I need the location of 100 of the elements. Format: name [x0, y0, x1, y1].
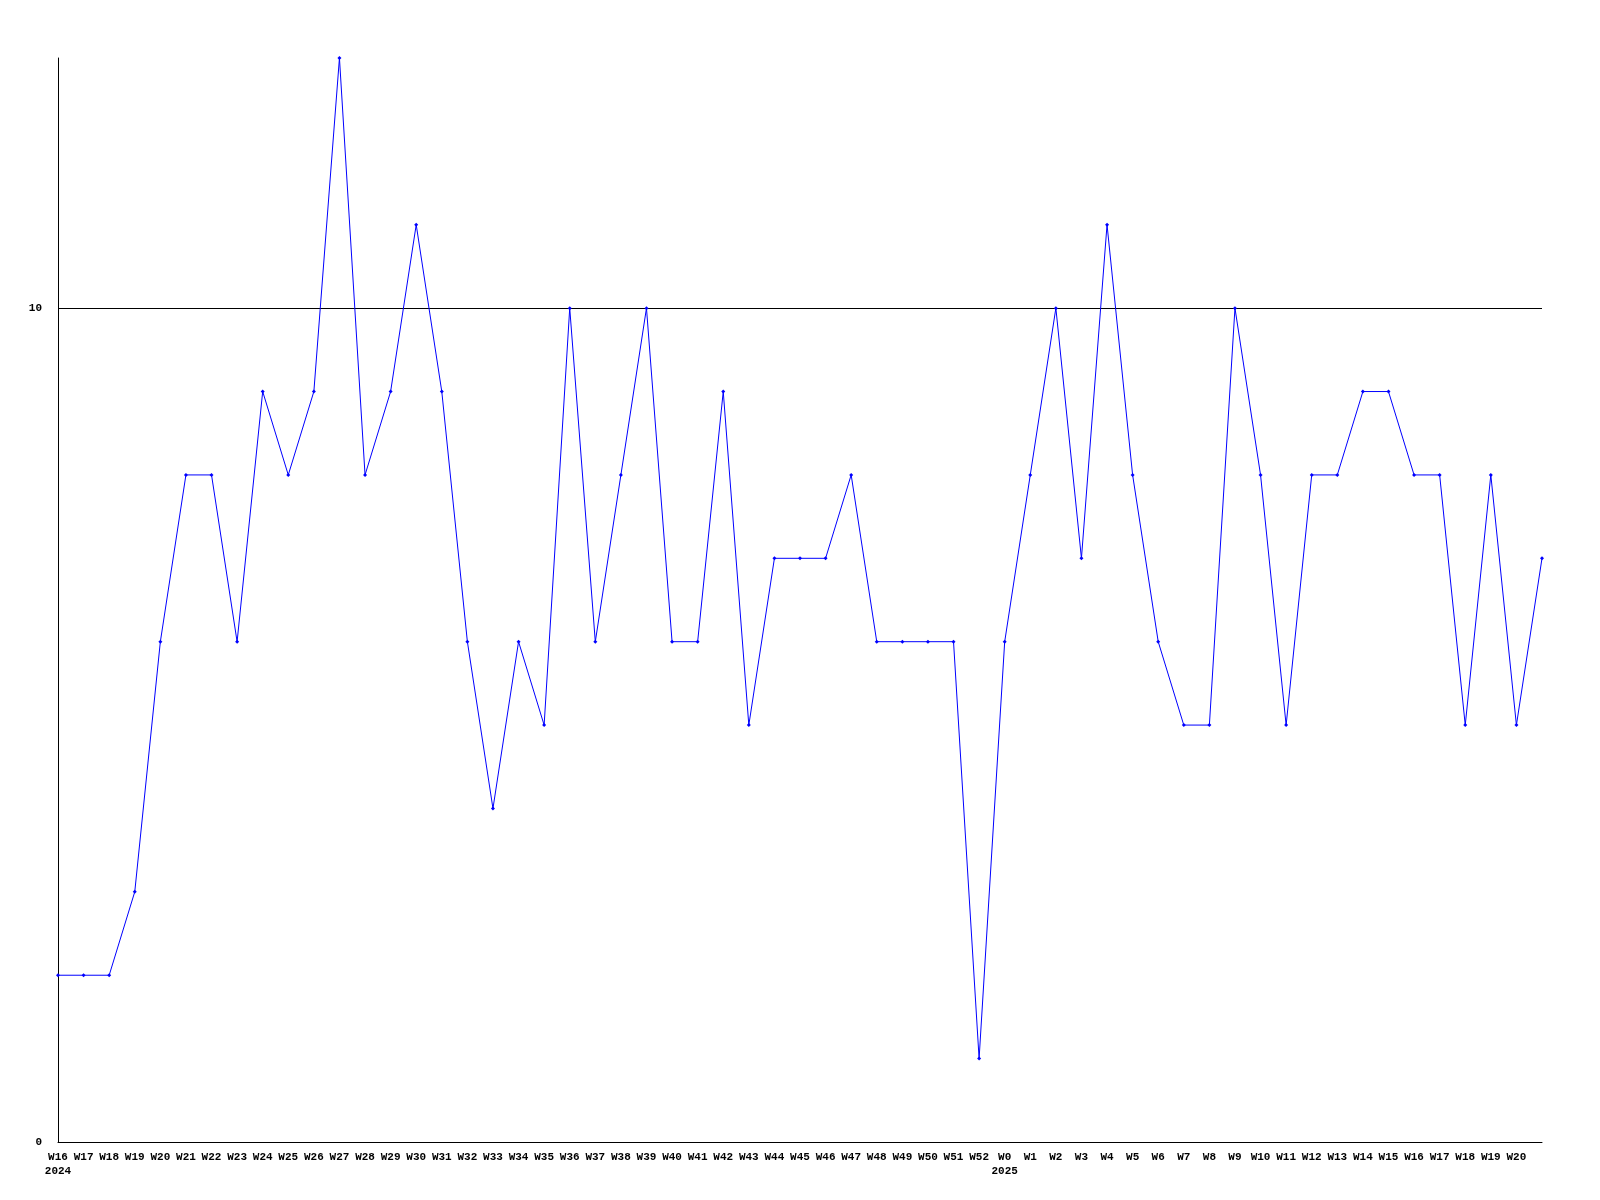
x-tick-label: W51	[943, 1151, 964, 1163]
x-tick-label: W48	[866, 1151, 888, 1163]
point	[1284, 723, 1289, 728]
x-tick-label: W52	[969, 1151, 990, 1163]
point	[798, 556, 802, 561]
x-tick-label: W25	[278, 1151, 299, 1163]
x-tick-label: W49	[892, 1151, 913, 1163]
x-tick-label: W9	[1228, 1151, 1242, 1163]
point	[56, 973, 60, 978]
point	[772, 556, 777, 561]
point	[107, 973, 112, 978]
point	[670, 639, 675, 644]
x-tick-label: W31	[431, 1151, 453, 1163]
point	[414, 222, 419, 227]
point	[1156, 639, 1161, 644]
point	[1105, 222, 1110, 227]
point	[1002, 639, 1007, 644]
point	[1514, 723, 1519, 728]
point	[1181, 723, 1186, 728]
point	[1258, 472, 1263, 477]
point	[337, 56, 342, 60]
x-tick-label: W10	[1250, 1151, 1271, 1163]
point	[1130, 472, 1135, 477]
x-tick-label: W11	[1276, 1151, 1297, 1163]
x-tick-label: W34	[508, 1151, 529, 1163]
point	[593, 639, 598, 644]
point	[567, 306, 572, 311]
x-tick-label: W40	[662, 1151, 682, 1163]
x-tick-label: W5	[1126, 1151, 1140, 1163]
point	[1463, 723, 1468, 728]
x-tick-label: W12	[1301, 1151, 1322, 1163]
point	[951, 639, 956, 644]
point	[977, 1056, 982, 1061]
point	[311, 389, 316, 394]
point	[388, 389, 393, 394]
x-tick-label: W26	[303, 1151, 324, 1163]
point	[132, 889, 137, 894]
point	[874, 639, 879, 644]
x-tick-label: W13	[1327, 1151, 1348, 1163]
point	[618, 472, 623, 477]
point	[235, 639, 240, 644]
x-tick-label: W22	[201, 1151, 222, 1163]
x-tick-label: W47	[841, 1151, 862, 1163]
x-tick-label: W17	[1429, 1151, 1450, 1163]
point	[1437, 472, 1442, 477]
x-tick-label: W42	[713, 1151, 734, 1163]
x-tick-label: W19	[1480, 1151, 1501, 1163]
point	[900, 639, 905, 644]
x-tick-label: W23	[227, 1151, 248, 1163]
x-tick-label: W36	[559, 1151, 580, 1163]
x-tick-label: W14	[1352, 1151, 1374, 1163]
x-tick-label: W50	[918, 1151, 938, 1163]
point	[1079, 556, 1084, 561]
point	[849, 472, 854, 477]
x-tick-label: W44	[764, 1151, 785, 1163]
x-tick-label: W21	[176, 1151, 197, 1163]
x-tick-label: W8	[1202, 1151, 1217, 1163]
point	[490, 806, 495, 811]
point	[1053, 306, 1058, 311]
point	[260, 389, 265, 394]
x-tick-label: W39	[636, 1151, 657, 1163]
x-tick-label: W43	[738, 1151, 760, 1163]
x-tick-label: W6	[1151, 1151, 1165, 1163]
point	[1335, 472, 1340, 477]
x-tick-label: W17	[73, 1151, 94, 1163]
point	[516, 639, 521, 644]
x-tick-label: W3	[1074, 1151, 1089, 1163]
x-tick-label: W19	[124, 1151, 145, 1163]
x-tick-label: W38	[610, 1151, 632, 1163]
point	[721, 389, 726, 394]
x-tick-label: W16	[1404, 1151, 1424, 1163]
x-tick-label: W4	[1100, 1151, 1115, 1163]
x-tick-label: W2	[1049, 1151, 1063, 1163]
point	[1028, 472, 1033, 477]
y-tick-label: 0	[35, 1136, 42, 1148]
x-tick-label: W20	[1506, 1151, 1527, 1163]
x-tick-label: W37	[585, 1151, 606, 1163]
x-tick-label: W7	[1177, 1151, 1191, 1163]
x-tick-label: W29	[380, 1151, 401, 1163]
x-tick-label: W32	[457, 1151, 478, 1163]
point	[81, 973, 86, 978]
x-tick-label: W0 2025	[991, 1151, 1019, 1177]
x-tick-label: W45	[790, 1151, 811, 1163]
x-tick-label: W27	[329, 1151, 350, 1163]
x-tick-label: W24	[252, 1151, 273, 1163]
point	[1412, 472, 1417, 477]
x-tick-label: W46	[815, 1151, 836, 1163]
point	[439, 389, 444, 394]
point	[1488, 472, 1493, 477]
point	[1360, 389, 1365, 394]
x-tick-label: W35	[534, 1151, 555, 1163]
point	[1386, 389, 1391, 394]
point	[286, 472, 291, 477]
x-tick-label: W18	[1455, 1151, 1476, 1163]
point	[695, 639, 700, 644]
point	[363, 472, 368, 477]
point	[542, 723, 547, 728]
point	[644, 306, 649, 311]
x-tick-label: W1	[1023, 1151, 1038, 1163]
point	[183, 472, 188, 477]
